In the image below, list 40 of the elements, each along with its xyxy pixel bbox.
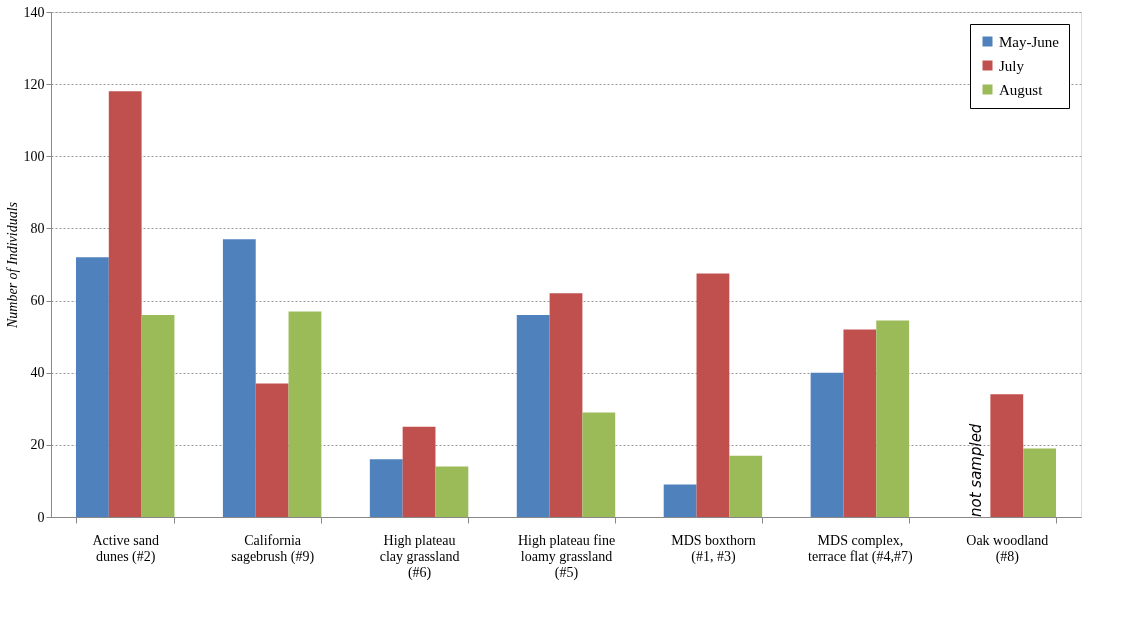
y-tick-label: 60: [30, 293, 45, 309]
x-tick-label: Active sand dunes (#2): [92, 532, 159, 565]
bar: [516, 315, 550, 517]
bar: [990, 394, 1024, 517]
bar: [663, 484, 697, 517]
bar: [876, 320, 910, 517]
x-tick-label: High plateau clay grassland (#6): [379, 532, 460, 581]
y-tick-label: 100: [23, 148, 45, 164]
bar: [810, 372, 844, 517]
bar: [843, 329, 877, 517]
bar: [729, 455, 763, 517]
y-tick-label: 140: [23, 4, 45, 20]
y-tick-label: 0: [37, 509, 45, 525]
bar: [75, 257, 109, 517]
legend-label: August: [999, 81, 1044, 98]
bar: [582, 412, 616, 517]
y-axis-title: Number of Individuals: [4, 201, 20, 329]
bar: [549, 293, 583, 517]
legend-label: May-June: [999, 33, 1060, 50]
bar: [108, 91, 142, 517]
x-tick-label: California sagebrush (#9): [231, 532, 315, 565]
y-tick-label: 120: [23, 76, 45, 92]
legend-label: July: [999, 57, 1025, 74]
x-tick-label: High plateau fine loamy grassland (#5): [517, 532, 616, 581]
x-tick-label: Oak woodland (#8): [966, 532, 1049, 565]
bar: [222, 239, 256, 517]
y-tick-label: 80: [30, 220, 45, 236]
bar: [435, 466, 469, 517]
y-tick-label: 20: [30, 437, 45, 453]
y-tick-label: 40: [30, 365, 45, 381]
bar: [288, 311, 322, 517]
x-tick-label: MDS boxthorn (#1, #3): [671, 532, 756, 565]
bar: [141, 315, 175, 517]
bar: [402, 426, 436, 517]
bar: [696, 273, 730, 517]
bar: [369, 459, 403, 517]
annotation: not sampled: [966, 423, 985, 517]
bar: [1023, 448, 1057, 517]
x-tick-label: MDS complex, terrace flat (#4,#7): [808, 532, 913, 565]
bar: [255, 383, 289, 517]
